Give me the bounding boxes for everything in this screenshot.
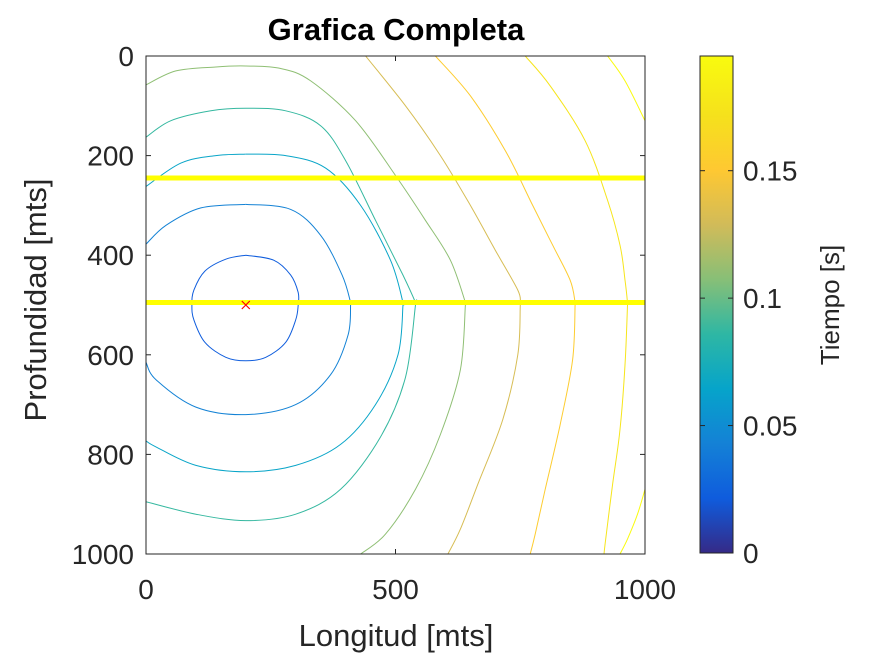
colorbar-tick-label: 0.1	[743, 283, 782, 314]
colorbar	[699, 55, 734, 554]
source-x-mark	[241, 300, 251, 310]
y-tick-label: 200	[87, 141, 134, 172]
x-axis: 0 500 1000	[138, 56, 676, 605]
source-marker	[241, 300, 251, 310]
x-tick-label: 1000	[614, 574, 676, 605]
x-tick-label: 500	[372, 574, 419, 605]
chart-title: Grafica Completa	[268, 12, 525, 47]
contour-line-2-2	[146, 203, 246, 245]
colorbar-axis: 0 0.05 0.1 0.15	[700, 156, 798, 569]
contour-line-9-2	[619, 489, 645, 554]
y-tick-label: 600	[87, 340, 134, 371]
contour-line-2-1	[146, 203, 352, 416]
y-tick-label: 1000	[72, 539, 134, 570]
contour-line-1-1	[191, 254, 300, 362]
interface-lines	[146, 175, 645, 306]
y-tick-label: 800	[87, 439, 134, 470]
y-tick-label: 0	[118, 41, 134, 72]
colorbar-tick-label: 0	[743, 538, 759, 569]
x-axis-label: Longitud [mts]	[299, 618, 494, 653]
colorbar-tick-label: 0.15	[743, 156, 798, 187]
contour-line-5-1	[146, 65, 468, 554]
colorbar-label: Tiempo [s]	[815, 245, 845, 365]
contour-line-9-1	[607, 56, 645, 121]
contour-line-3-2	[146, 153, 246, 187]
colorbar-tick-label: 0.05	[743, 411, 798, 442]
y-axis: 0 200 400 600 800 1000	[72, 41, 645, 570]
y-axis-label: Profundidad [mts]	[18, 179, 53, 422]
y-tick-label: 400	[87, 240, 134, 271]
contour-line-4-1	[146, 107, 418, 522]
x-tick-label: 0	[138, 574, 154, 605]
